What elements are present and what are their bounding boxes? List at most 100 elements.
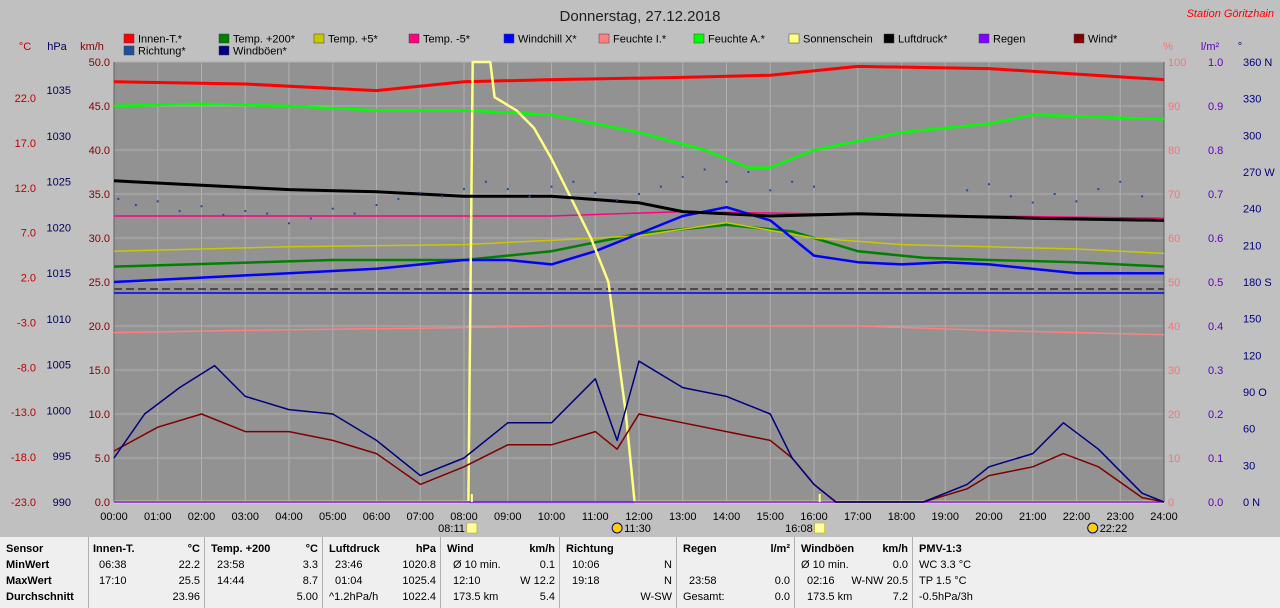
stats-label-avg: Durchschnitt xyxy=(6,591,74,603)
tick-label-deg: 30 xyxy=(1243,460,1255,472)
tick-label-kmh: 5.0 xyxy=(95,453,110,465)
point-richtung xyxy=(419,191,422,194)
tick-label-lm2: 0.5 xyxy=(1208,277,1223,289)
richtung-avg: W-SW xyxy=(640,591,672,603)
chart: Donnerstag, 27.12.2018 Station Göritzhai… xyxy=(11,8,1275,535)
point-richtung xyxy=(353,212,356,215)
tick-label-pct: 10 xyxy=(1168,453,1180,465)
tick-label-pct: 90 xyxy=(1168,101,1180,113)
tick-label-time: 17:00 xyxy=(844,511,872,523)
druck-min-value: 1020.8 xyxy=(402,559,436,571)
tick-label-pct: 30 xyxy=(1168,365,1180,377)
druck-min-time: 23:46 xyxy=(335,559,363,571)
tick-label-time: 15:00 xyxy=(756,511,784,523)
legend-swatch xyxy=(693,33,705,44)
tick-label-time: 01:00 xyxy=(144,511,172,523)
axis-unit-label: km/h xyxy=(80,41,104,53)
tick-label-pct: 60 xyxy=(1168,233,1180,245)
tick-label-deg: 360 N xyxy=(1243,57,1272,69)
marker-time-label: 11:30 xyxy=(624,523,651,535)
tick-label-kmh: 10.0 xyxy=(89,409,110,421)
tick-label-deg: 300 xyxy=(1243,130,1261,142)
tick-label-time: 06:00 xyxy=(363,511,391,523)
marker-time-label: 08:11 xyxy=(438,523,465,535)
axis-unit-label: ° xyxy=(1238,41,1242,53)
tick-label-time: 20:00 xyxy=(975,511,1003,523)
series-feuchte-a xyxy=(113,102,1165,169)
boeen-min-value: 0.0 xyxy=(892,559,908,571)
richtung-max-time: 19:18 xyxy=(572,575,600,587)
moon-icon xyxy=(1087,522,1099,534)
sun-moon-markers: 08:11 11:30 16:08 22:22 xyxy=(438,494,1127,535)
point-richtung xyxy=(572,180,575,183)
tick-label-time: 05:00 xyxy=(319,511,347,523)
point-richtung xyxy=(988,183,990,186)
point-richtung xyxy=(309,217,312,220)
stats-label-col: Sensor MinWert MaxWert Durchschnitt xyxy=(0,537,89,608)
tick-label-time: 02:00 xyxy=(188,511,216,523)
boeen-max-time: 02:16 xyxy=(807,575,835,587)
stats-col-pmv: PMV-1:3 WC 3.3 °C TP 1.5 °C -0.5hPa/3h xyxy=(913,537,1033,608)
stats-table: Sensor MinWert MaxWert Durchschnitt Inne… xyxy=(0,537,1280,608)
tick-label-deg: 240 xyxy=(1243,204,1261,216)
wind-max-value: W 12.2 xyxy=(520,575,555,587)
innen-unit: °C xyxy=(187,543,200,555)
tick-label-c: 17.0 xyxy=(15,138,36,150)
tick-label-kmh: 30.0 xyxy=(89,233,110,245)
tick-label-pct: 70 xyxy=(1168,189,1180,201)
wind-unit: km/h xyxy=(529,543,555,555)
regen-total-label: Gesamt: xyxy=(683,591,725,603)
legend-swatch xyxy=(313,33,325,44)
tick-label-hpa: 990 xyxy=(53,497,71,509)
point-richtung xyxy=(1009,195,1012,198)
series-windchill-x xyxy=(113,205,1164,284)
point-richtung xyxy=(1053,193,1056,195)
tick-label-hpa: 1030 xyxy=(47,131,71,143)
chart-title: Donnerstag, 27.12.2018 xyxy=(560,8,721,25)
point-richtung xyxy=(441,195,444,198)
tick-label-deg: 330 xyxy=(1243,94,1261,106)
point-richtung xyxy=(1031,201,1034,204)
wind-max-time: 12:10 xyxy=(453,575,481,587)
tick-label-time: 08:00 xyxy=(450,511,478,523)
tick-label-kmh: 45.0 xyxy=(89,101,110,113)
marker-time-label: 22:22 xyxy=(1100,523,1128,535)
point-richtung xyxy=(200,205,203,208)
legend-swatch xyxy=(978,33,990,44)
point-richtung xyxy=(266,212,269,215)
tick-label-pct: 50 xyxy=(1168,277,1180,289)
tick-label-lm2: 0.4 xyxy=(1208,321,1223,333)
tick-label-pct: 100 xyxy=(1168,57,1186,69)
tick-label-time: 00:00 xyxy=(100,511,128,523)
tick-label-lm2: 1.0 xyxy=(1208,57,1223,69)
series-layer xyxy=(113,60,1165,504)
tick-label-kmh: 25.0 xyxy=(89,277,110,289)
tick-label-hpa: 1025 xyxy=(47,177,71,189)
t200-max-time: 14:44 xyxy=(217,575,245,587)
pmv-max: TP 1.5 °C xyxy=(919,575,967,587)
t200-unit: °C xyxy=(305,543,318,555)
legend-swatch xyxy=(1073,33,1085,44)
richtung-header: Richtung xyxy=(566,543,614,555)
sun-icon xyxy=(466,522,478,534)
tick-label-time: 04:00 xyxy=(275,511,303,523)
point-richtung xyxy=(375,204,378,206)
point-richtung xyxy=(791,180,794,183)
boeen-header: Windböen xyxy=(801,543,855,555)
tick-label-c: 2.0 xyxy=(21,273,36,285)
tick-label-hpa: 1010 xyxy=(47,314,71,326)
series-innen-t xyxy=(113,64,1165,93)
point-richtung xyxy=(528,195,531,198)
point-richtung xyxy=(638,193,640,195)
tick-label-time: 10:00 xyxy=(538,511,566,523)
pmv-avg: -0.5hPa/3h xyxy=(919,591,973,603)
druck-max-time: 01:04 xyxy=(335,575,363,587)
point-richtung xyxy=(659,185,662,188)
legend-label: Temp. +200* xyxy=(233,34,296,46)
legend-swatch xyxy=(503,33,515,44)
point-richtung xyxy=(134,204,137,206)
tick-label-time: 24:00 xyxy=(1150,511,1178,523)
tick-label-c: -18.0 xyxy=(11,452,36,464)
innen-avg: 23.96 xyxy=(172,591,200,603)
tick-label-c: -13.0 xyxy=(11,407,36,419)
